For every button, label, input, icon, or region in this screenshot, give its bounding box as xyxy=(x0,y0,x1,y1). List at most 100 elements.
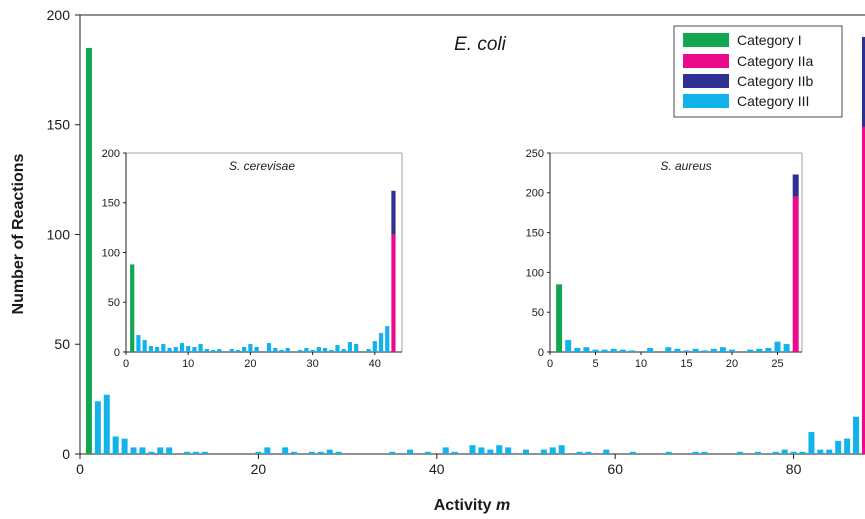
bar-ecoli-category-iii-24 xyxy=(291,451,298,454)
bar-scerevisiae-category-iii-15 xyxy=(217,349,222,352)
bar-scerevisiae-category-iii-42 xyxy=(385,326,390,352)
main-y-label: Number of Reactions xyxy=(10,153,27,314)
bar-scerevisiae-category-iii-35 xyxy=(341,349,346,352)
bar-scerevisiae-category-iii-13 xyxy=(204,349,209,352)
bar-scerevisiae-category-iii-36 xyxy=(347,342,353,352)
bar-scerevisiae-category-iii-3 xyxy=(142,340,147,352)
bar-ecoli-category-iii-57 xyxy=(585,451,592,454)
bar-scerevisiae-category-iia-43 xyxy=(391,234,396,352)
bar-ecoli-category-iii-23 xyxy=(282,447,289,454)
xtick-label-ecoli-80: 80 xyxy=(786,461,802,477)
ytick-label-saureus-150: 150 xyxy=(526,227,544,239)
bar-ecoli-category-iii-83 xyxy=(817,449,824,454)
bar-scerevisiae-category-iii-19 xyxy=(242,347,247,352)
ytick-label-saureus-100: 100 xyxy=(526,267,544,279)
ytick-label-ecoli-0: 0 xyxy=(62,446,70,462)
bar-ecoli-category-iii-10 xyxy=(166,447,173,454)
xtick-label-saureus-10: 10 xyxy=(635,358,647,370)
xtick-label-ecoli-20: 20 xyxy=(251,461,267,477)
bar-scerevisiae-category-iii-37 xyxy=(354,344,359,352)
bar-scerevisiae-category-iii-2 xyxy=(136,335,141,352)
bar-ecoli-category-iii-66 xyxy=(665,451,672,454)
xtick-label-saureus-25: 25 xyxy=(771,358,783,370)
bar-saureus-category-iii-3 xyxy=(574,348,581,352)
bar-scerevisiae-category-iii-25 xyxy=(279,350,284,352)
ytick-label-saureus-250: 250 xyxy=(526,148,544,160)
inset-scerevisiae-background xyxy=(126,153,402,353)
bar-ecoli-category-iii-26 xyxy=(308,451,315,454)
bar-ecoli-category-iii-76 xyxy=(754,451,761,454)
ytick-label-scerevisiae-100: 100 xyxy=(102,247,120,259)
bar-ecoli-category-iii-81 xyxy=(799,451,806,454)
bar-scerevisiae-category-iii-20 xyxy=(248,344,253,352)
bar-saureus-category-iii-14 xyxy=(674,348,681,352)
xtick-label-scerevisiae-30: 30 xyxy=(306,358,318,370)
bar-scerevisiae-category-iii-31 xyxy=(316,347,321,352)
legend-swatch-category-iia xyxy=(683,54,729,68)
bar-ecoli-category-iii-37 xyxy=(407,449,414,454)
inset-scerevisiae-ticks: 0 50 100 150 200 0 10 20 30 40 xyxy=(102,148,381,370)
legend-swatch-category-iib xyxy=(683,74,729,88)
legend-label-category-iia: Category IIa xyxy=(737,53,813,69)
xtick-label-saureus-5: 5 xyxy=(592,358,598,370)
bar-scerevisiae-category-iii-10 xyxy=(186,346,191,352)
bar-saureus-category-iii-13 xyxy=(665,347,672,352)
ytick-label-ecoli-50: 50 xyxy=(54,336,70,352)
bar-saureus-category-iii-6 xyxy=(601,349,608,352)
bar-ecoli-category-iii-85 xyxy=(835,440,842,454)
bar-ecoli-category-iii-2 xyxy=(94,401,101,454)
inset-saureus-ticks: 0 50 100 150 200 250 0 5 10 15 20 25 xyxy=(526,148,784,370)
inset-chart-saureus: 0 50 100 150 200 250 0 5 10 15 20 25 S. aureus xyxy=(526,148,803,370)
ytick-label-scerevisiae-150: 150 xyxy=(102,198,120,210)
bar-scerevisiae-category-iii-28 xyxy=(298,350,303,352)
bar-ecoli-category-iii-46 xyxy=(487,449,494,454)
bar-saureus-category-iii-4 xyxy=(583,347,590,352)
bar-ecoli-category-iii-47 xyxy=(496,445,503,454)
ytick-label-ecoli-100: 100 xyxy=(47,226,71,242)
bar-saureus-category-iii-19 xyxy=(719,347,726,352)
bar-scerevisiae-category-iii-8 xyxy=(173,347,178,352)
bar-ecoli-category-iii-59 xyxy=(603,449,610,454)
bar-ecoli-category-iii-21 xyxy=(264,447,271,454)
bar-ecoli-category-iii-70 xyxy=(701,451,708,454)
main-x-label-prefix: Activity xyxy=(434,497,496,514)
bar-ecoli-category-iii-28 xyxy=(326,449,333,454)
bar-scerevisiae-category-iii-24 xyxy=(273,348,278,352)
inset-scerevisiae-bars xyxy=(130,190,396,353)
main-bars xyxy=(85,36,865,455)
bar-ecoli-category-iii-12 xyxy=(184,451,191,454)
bar-ecoli-category-iii-20 xyxy=(255,451,262,454)
main-x-label: Activity m xyxy=(434,497,510,514)
ytick-label-ecoli-150: 150 xyxy=(47,117,71,133)
bar-saureus-category-iii-24 xyxy=(765,348,772,352)
bar-ecoli-category-iii-35 xyxy=(389,451,396,454)
inset-saureus-background xyxy=(550,153,802,353)
bar-scerevisiae-category-iii-4 xyxy=(148,346,153,352)
bar-ecoli-category-iii-6 xyxy=(130,447,137,454)
legend-label-category-i: Category I xyxy=(737,32,802,48)
bar-saureus-category-iii-23 xyxy=(756,348,763,352)
xtick-label-ecoli-0: 0 xyxy=(76,461,84,477)
bar-scerevisiae-category-iii-5 xyxy=(155,347,160,352)
ytick-label-saureus-0: 0 xyxy=(538,347,544,359)
legend: Category I Category IIa Category IIb Cat… xyxy=(673,25,843,118)
bar-saureus-category-iib-27 xyxy=(792,174,799,197)
bar-scerevisiae-category-iii-11 xyxy=(192,347,197,352)
inset-saureus-title: S. aureus xyxy=(660,159,711,173)
bar-scerevisiae-category-iii-21 xyxy=(254,347,259,352)
bar-ecoli-category-iii-78 xyxy=(772,451,779,454)
bar-ecoli-category-iii-41 xyxy=(442,447,449,454)
bar-scerevisiae-category-iii-40 xyxy=(372,341,377,353)
bar-saureus-category-iii-5 xyxy=(592,349,599,352)
bar-scerevisiae-category-iii-9 xyxy=(179,343,185,353)
inset-saureus-bars xyxy=(556,174,799,352)
inset-scerevisiae-title: S. cerevisae xyxy=(229,159,295,173)
xtick-label-scerevisiae-20: 20 xyxy=(244,358,256,370)
legend-label-category-iib: Category IIb xyxy=(737,73,813,89)
bar-saureus-category-iii-8 xyxy=(619,349,626,352)
bar-ecoli-category-iii-3 xyxy=(103,394,110,454)
bar-saureus-category-iii-26 xyxy=(783,344,790,352)
